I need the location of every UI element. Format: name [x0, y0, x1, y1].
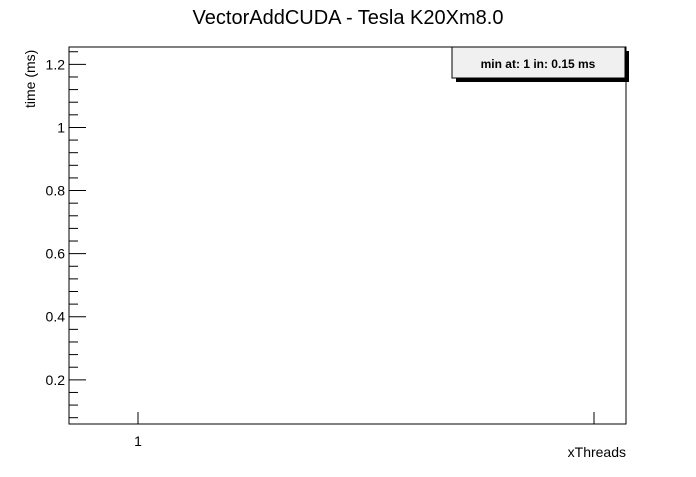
- chart-title: VectorAddCUDA - Tesla K20Xm8.0: [193, 7, 504, 29]
- y-tick-label: 1: [57, 119, 65, 135]
- plot-frame: [68, 46, 627, 425]
- legend-box: min at: 1 in: 0.15 ms: [451, 46, 629, 82]
- y-tick-label: 0.8: [46, 183, 66, 199]
- x-axis-ticks: 1: [134, 412, 595, 449]
- y-tick-label: 0.2: [46, 372, 66, 388]
- y-axis-label: time (ms): [22, 50, 38, 108]
- y-tick-label: 0.6: [46, 246, 66, 262]
- x-axis-label: xThreads: [568, 444, 626, 460]
- y-axis-ticks: 0.2 0.4 0.6 0.8 1 1.2: [46, 51, 86, 419]
- legend-frame: [451, 46, 626, 79]
- legend-text: min at: 1 in: 0.15 ms: [481, 57, 596, 71]
- x-tick-label: 1: [134, 433, 142, 449]
- y-tick-label: 1.2: [46, 56, 66, 72]
- y-tick-label: 0.4: [46, 309, 66, 325]
